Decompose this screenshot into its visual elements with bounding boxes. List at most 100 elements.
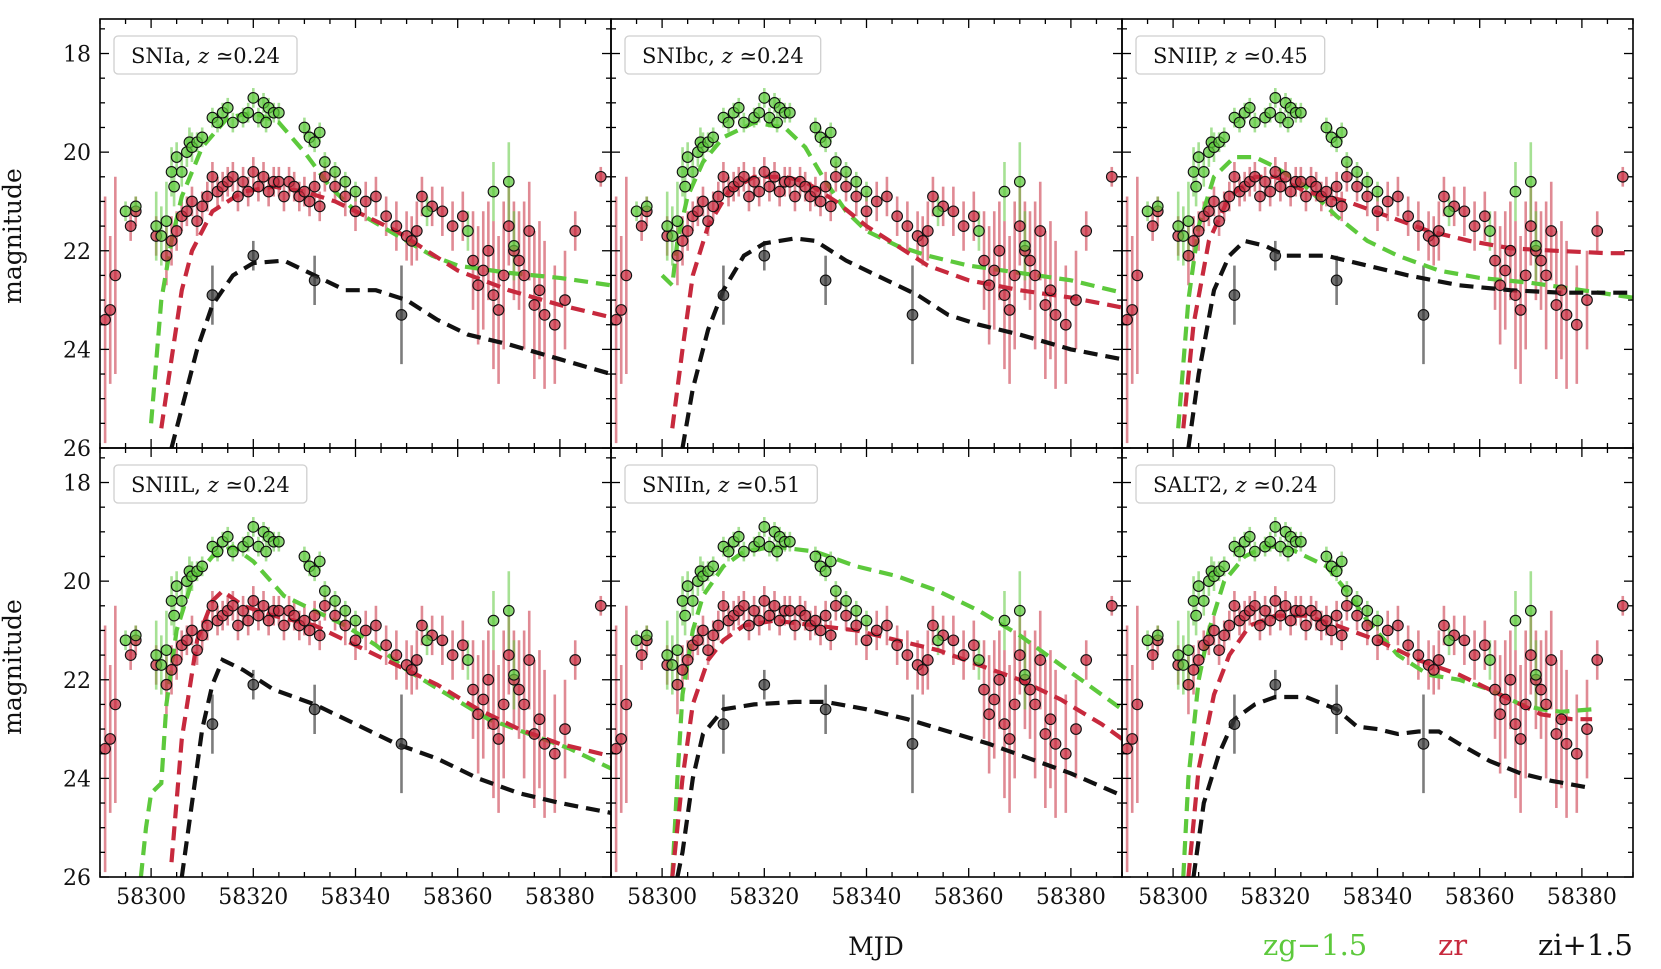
data-point-zr <box>513 683 525 696</box>
data-point-zr <box>349 634 362 647</box>
data-point-zr <box>1499 264 1512 277</box>
data-point-zg <box>487 614 500 627</box>
data-point-zg <box>170 580 183 592</box>
data-point-zr <box>559 723 571 735</box>
data-point-zr <box>1570 318 1583 331</box>
data-point-zr <box>1024 254 1036 267</box>
data-point-zg <box>1361 604 1374 617</box>
data-point-zg <box>1190 609 1202 622</box>
data-point-zr <box>1392 619 1404 632</box>
data-point-zr <box>1351 180 1363 193</box>
data-point-zr <box>303 624 316 637</box>
data-point-zg <box>1182 215 1195 228</box>
data-point-zr <box>717 170 730 183</box>
data-point-zr <box>738 170 750 183</box>
data-point-zr <box>1438 190 1450 203</box>
data-point-zr <box>748 175 760 188</box>
data-point-zr <box>339 619 352 632</box>
data-point-zg <box>640 200 653 213</box>
panel-label: SNIa, z ≃0.24 <box>113 35 298 75</box>
data-point-zg <box>671 215 684 228</box>
model-curve-zr <box>670 174 1122 429</box>
data-point-zr <box>497 698 510 711</box>
data-point-zr <box>1279 170 1292 183</box>
data-point-zr <box>232 619 244 632</box>
x-tick-label: 58360 <box>1445 885 1515 910</box>
data-point-zr <box>692 205 704 218</box>
data-point-zg <box>1151 200 1164 213</box>
data-point-zr <box>1049 309 1062 321</box>
data-point-zg <box>753 106 766 119</box>
data-point-zr <box>1208 195 1220 208</box>
data-point-zg <box>1484 654 1496 666</box>
data-point-zr <box>559 294 571 306</box>
data-point-zr <box>262 185 275 198</box>
data-point-zg <box>155 230 168 242</box>
data-point-zr <box>702 644 714 657</box>
data-point-zg <box>1249 545 1261 558</box>
data-point-zg <box>829 585 842 597</box>
data-point-zr <box>1003 304 1016 316</box>
data-point-zr <box>983 708 995 721</box>
data-point-zr <box>487 289 500 301</box>
data-point-zg <box>686 166 699 178</box>
data-point-zr <box>482 673 495 686</box>
data-point-zr <box>1509 718 1522 730</box>
data-point-zr <box>1310 609 1323 622</box>
data-point-zr <box>1208 624 1220 637</box>
data-point-zr <box>298 185 311 198</box>
data-point-zg <box>850 175 863 188</box>
data-point-zg <box>722 116 735 129</box>
data-point-zr <box>206 170 219 183</box>
data-point-zr <box>1029 269 1041 282</box>
panel-label-text: SNIa, z ≃0.24 <box>131 44 280 68</box>
data-point-zr <box>881 619 893 632</box>
data-point-zg <box>758 92 771 104</box>
data-point-zr <box>1259 604 1271 617</box>
model-curve-zr <box>1181 174 1633 429</box>
data-point-zr <box>789 190 801 203</box>
data-point-zg <box>1019 668 1031 681</box>
data-point-zr <box>814 195 827 208</box>
model-curve-zi <box>169 258 611 448</box>
panel-label: SALT2, z ≃0.24 <box>1135 464 1336 504</box>
data-point-zr <box>538 309 551 321</box>
data-point-zr <box>262 614 275 627</box>
data-point-zr <box>763 609 776 622</box>
data-point-zr <box>870 195 883 208</box>
data-point-zr <box>1274 609 1287 622</box>
data-point-zr <box>380 639 393 652</box>
data-point-zr <box>1545 225 1558 237</box>
data-point-zr <box>109 269 122 282</box>
data-point-zr <box>1432 654 1445 666</box>
data-point-zg <box>1269 521 1282 533</box>
data-point-zg <box>1320 550 1333 563</box>
data-point-zg <box>1151 629 1164 642</box>
data-point-zr <box>635 649 648 661</box>
data-point-zg <box>329 595 341 607</box>
data-point-zg <box>1182 644 1195 657</box>
data-point-zg <box>681 151 694 163</box>
data-point-zr <box>569 225 582 237</box>
data-point-zg <box>502 604 515 617</box>
data-point-zr <box>671 678 684 691</box>
data-point-zr <box>860 634 873 647</box>
data-point-zi <box>1269 678 1282 691</box>
data-point-zr <box>594 170 607 183</box>
data-point-zr <box>100 742 111 755</box>
data-point-zr <box>717 599 730 612</box>
data-point-zr <box>446 220 459 232</box>
data-point-zr <box>533 284 546 297</box>
data-point-zr <box>390 220 403 232</box>
data-point-zr <box>799 609 812 622</box>
data-point-zr <box>743 190 755 203</box>
data-point-zr <box>1392 190 1404 203</box>
data-point-zr <box>1616 170 1629 183</box>
data-point-zr <box>165 235 178 247</box>
data-point-zr <box>1049 738 1062 750</box>
data-point-zr <box>548 318 561 331</box>
data-point-zr <box>1310 180 1323 193</box>
data-point-zr <box>247 166 260 178</box>
data-point-zg <box>850 604 863 617</box>
panel-label-box <box>624 464 818 504</box>
